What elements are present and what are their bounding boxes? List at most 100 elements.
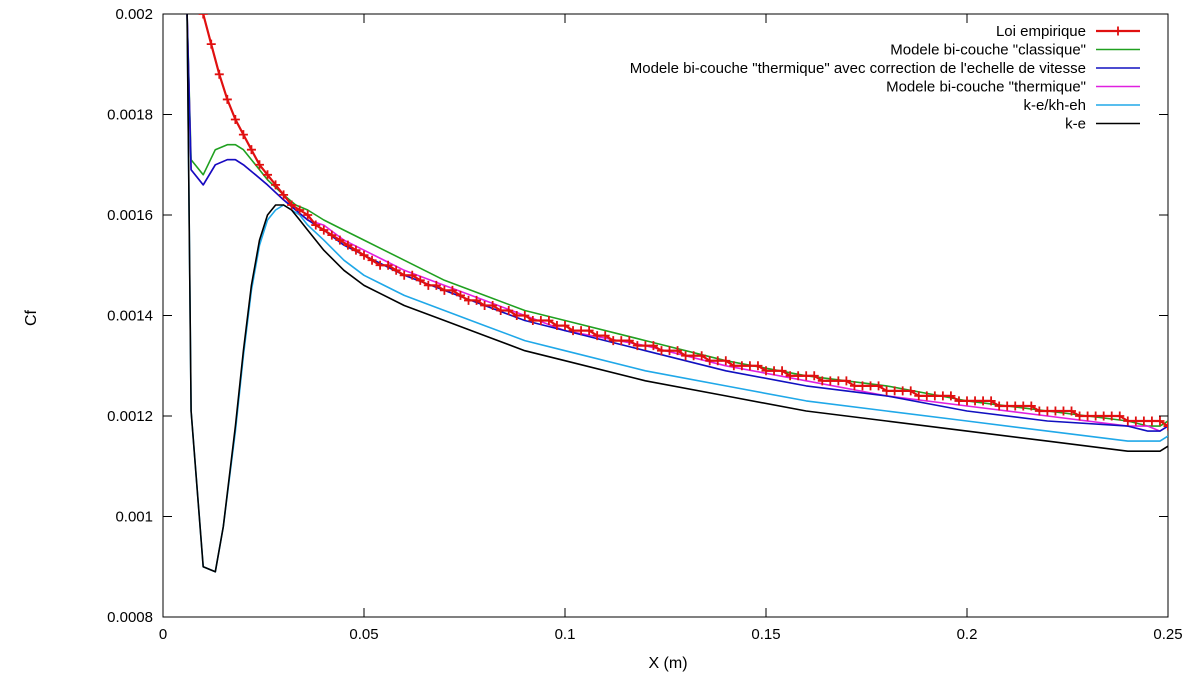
data-point xyxy=(464,295,474,305)
data-point xyxy=(745,361,755,371)
axis-ticks xyxy=(162,13,1169,618)
data-point xyxy=(480,300,490,310)
legend-label: k-e xyxy=(1065,116,1086,133)
legend-label: Modele bi-couche "thermique" avec correc… xyxy=(630,60,1086,77)
y-tick-label: 0.002 xyxy=(115,6,153,23)
data-point xyxy=(898,386,908,396)
legend-label: k-e/kh-eh xyxy=(1023,97,1086,114)
data-point xyxy=(1155,416,1165,426)
data-point xyxy=(825,376,835,386)
data-point xyxy=(1083,411,1093,421)
data-point xyxy=(568,326,578,336)
data-point xyxy=(833,376,843,386)
data-point xyxy=(552,321,562,331)
data-point xyxy=(1067,406,1077,416)
data-point xyxy=(254,160,264,170)
data-point xyxy=(279,190,289,200)
data-point xyxy=(665,346,675,356)
data-point xyxy=(447,285,457,295)
data-point xyxy=(673,346,683,356)
data-point xyxy=(713,356,723,366)
data-point xyxy=(335,235,345,245)
data-point xyxy=(472,295,482,305)
data-point xyxy=(544,316,554,326)
x-tick-label: 0.1 xyxy=(555,626,576,643)
data-point xyxy=(608,336,618,346)
data-point xyxy=(488,300,498,310)
data-point xyxy=(841,376,851,386)
data-point xyxy=(1107,411,1117,421)
x-tick-label: 0.05 xyxy=(349,626,378,643)
data-point xyxy=(1091,411,1101,421)
data-point xyxy=(351,245,361,255)
y-tick-label: 0.001 xyxy=(115,509,153,526)
data-point xyxy=(584,326,594,336)
data-point xyxy=(938,391,948,401)
data-point xyxy=(632,341,642,351)
data-point xyxy=(222,94,232,104)
x-tick-label: 0.15 xyxy=(751,626,780,643)
data-point xyxy=(689,351,699,361)
data-point xyxy=(271,180,281,190)
data-point xyxy=(600,331,610,341)
data-point xyxy=(849,381,859,391)
data-point xyxy=(697,351,707,361)
plot-frame xyxy=(162,13,1169,618)
y-tick-label: 0.0008 xyxy=(107,609,153,626)
data-point xyxy=(616,336,626,346)
series-line xyxy=(186,14,1168,573)
legend-item: k-e/kh-eh xyxy=(1023,97,1140,114)
data-point xyxy=(1002,401,1012,411)
data-point xyxy=(978,396,988,406)
data-point xyxy=(793,371,803,381)
data-point xyxy=(1115,411,1125,421)
data-point xyxy=(399,270,409,280)
series-1 xyxy=(186,14,1168,427)
data-point xyxy=(536,316,546,326)
data-point xyxy=(415,275,425,285)
data-point xyxy=(576,326,586,336)
data-point xyxy=(890,386,900,396)
series-line xyxy=(186,14,1168,427)
data-point xyxy=(512,311,522,320)
data-point xyxy=(866,381,876,391)
data-point xyxy=(817,376,827,386)
data-point xyxy=(769,366,779,376)
data-point xyxy=(431,280,441,290)
data-point xyxy=(809,371,819,381)
x-tick-label: 0.25 xyxy=(1153,626,1182,643)
tick-labels: 0 0.05 0.1 0.15 0.2 0.25 0.0008 0.001 0.0012 0.00… xyxy=(107,6,1182,643)
data-point xyxy=(504,305,514,315)
data-point xyxy=(407,270,417,280)
data-point xyxy=(1139,416,1149,426)
data-point xyxy=(423,280,433,290)
x-axis-label: X (m) xyxy=(648,655,687,672)
data-point xyxy=(319,225,329,235)
data-point xyxy=(1034,406,1044,416)
data-point xyxy=(1163,421,1168,431)
data-point xyxy=(801,371,811,381)
data-point xyxy=(560,321,570,331)
legend-label: Loi empirique xyxy=(996,23,1086,40)
data-point xyxy=(994,401,1004,411)
data-point xyxy=(592,331,602,341)
data-point xyxy=(359,250,369,260)
data-point xyxy=(737,361,747,371)
y-tick-label: 0.0012 xyxy=(107,408,153,425)
data-point xyxy=(930,391,940,401)
data-point xyxy=(520,311,530,320)
data-point xyxy=(287,200,297,210)
data-point xyxy=(761,366,771,376)
y-tick-label: 0.0016 xyxy=(107,207,153,224)
data-point xyxy=(785,371,795,381)
data-point xyxy=(303,210,313,220)
legend-label: Modele bi-couche "thermique" xyxy=(886,79,1086,96)
y-axis-label: Cf xyxy=(23,309,40,326)
legend-item: Modele bi-couche "thermique" avec correc… xyxy=(630,60,1140,77)
data-point xyxy=(1131,416,1141,426)
data-point xyxy=(914,391,924,401)
x-tick-label: 0.2 xyxy=(957,626,978,643)
data-point xyxy=(857,381,867,391)
data-point xyxy=(439,285,449,295)
